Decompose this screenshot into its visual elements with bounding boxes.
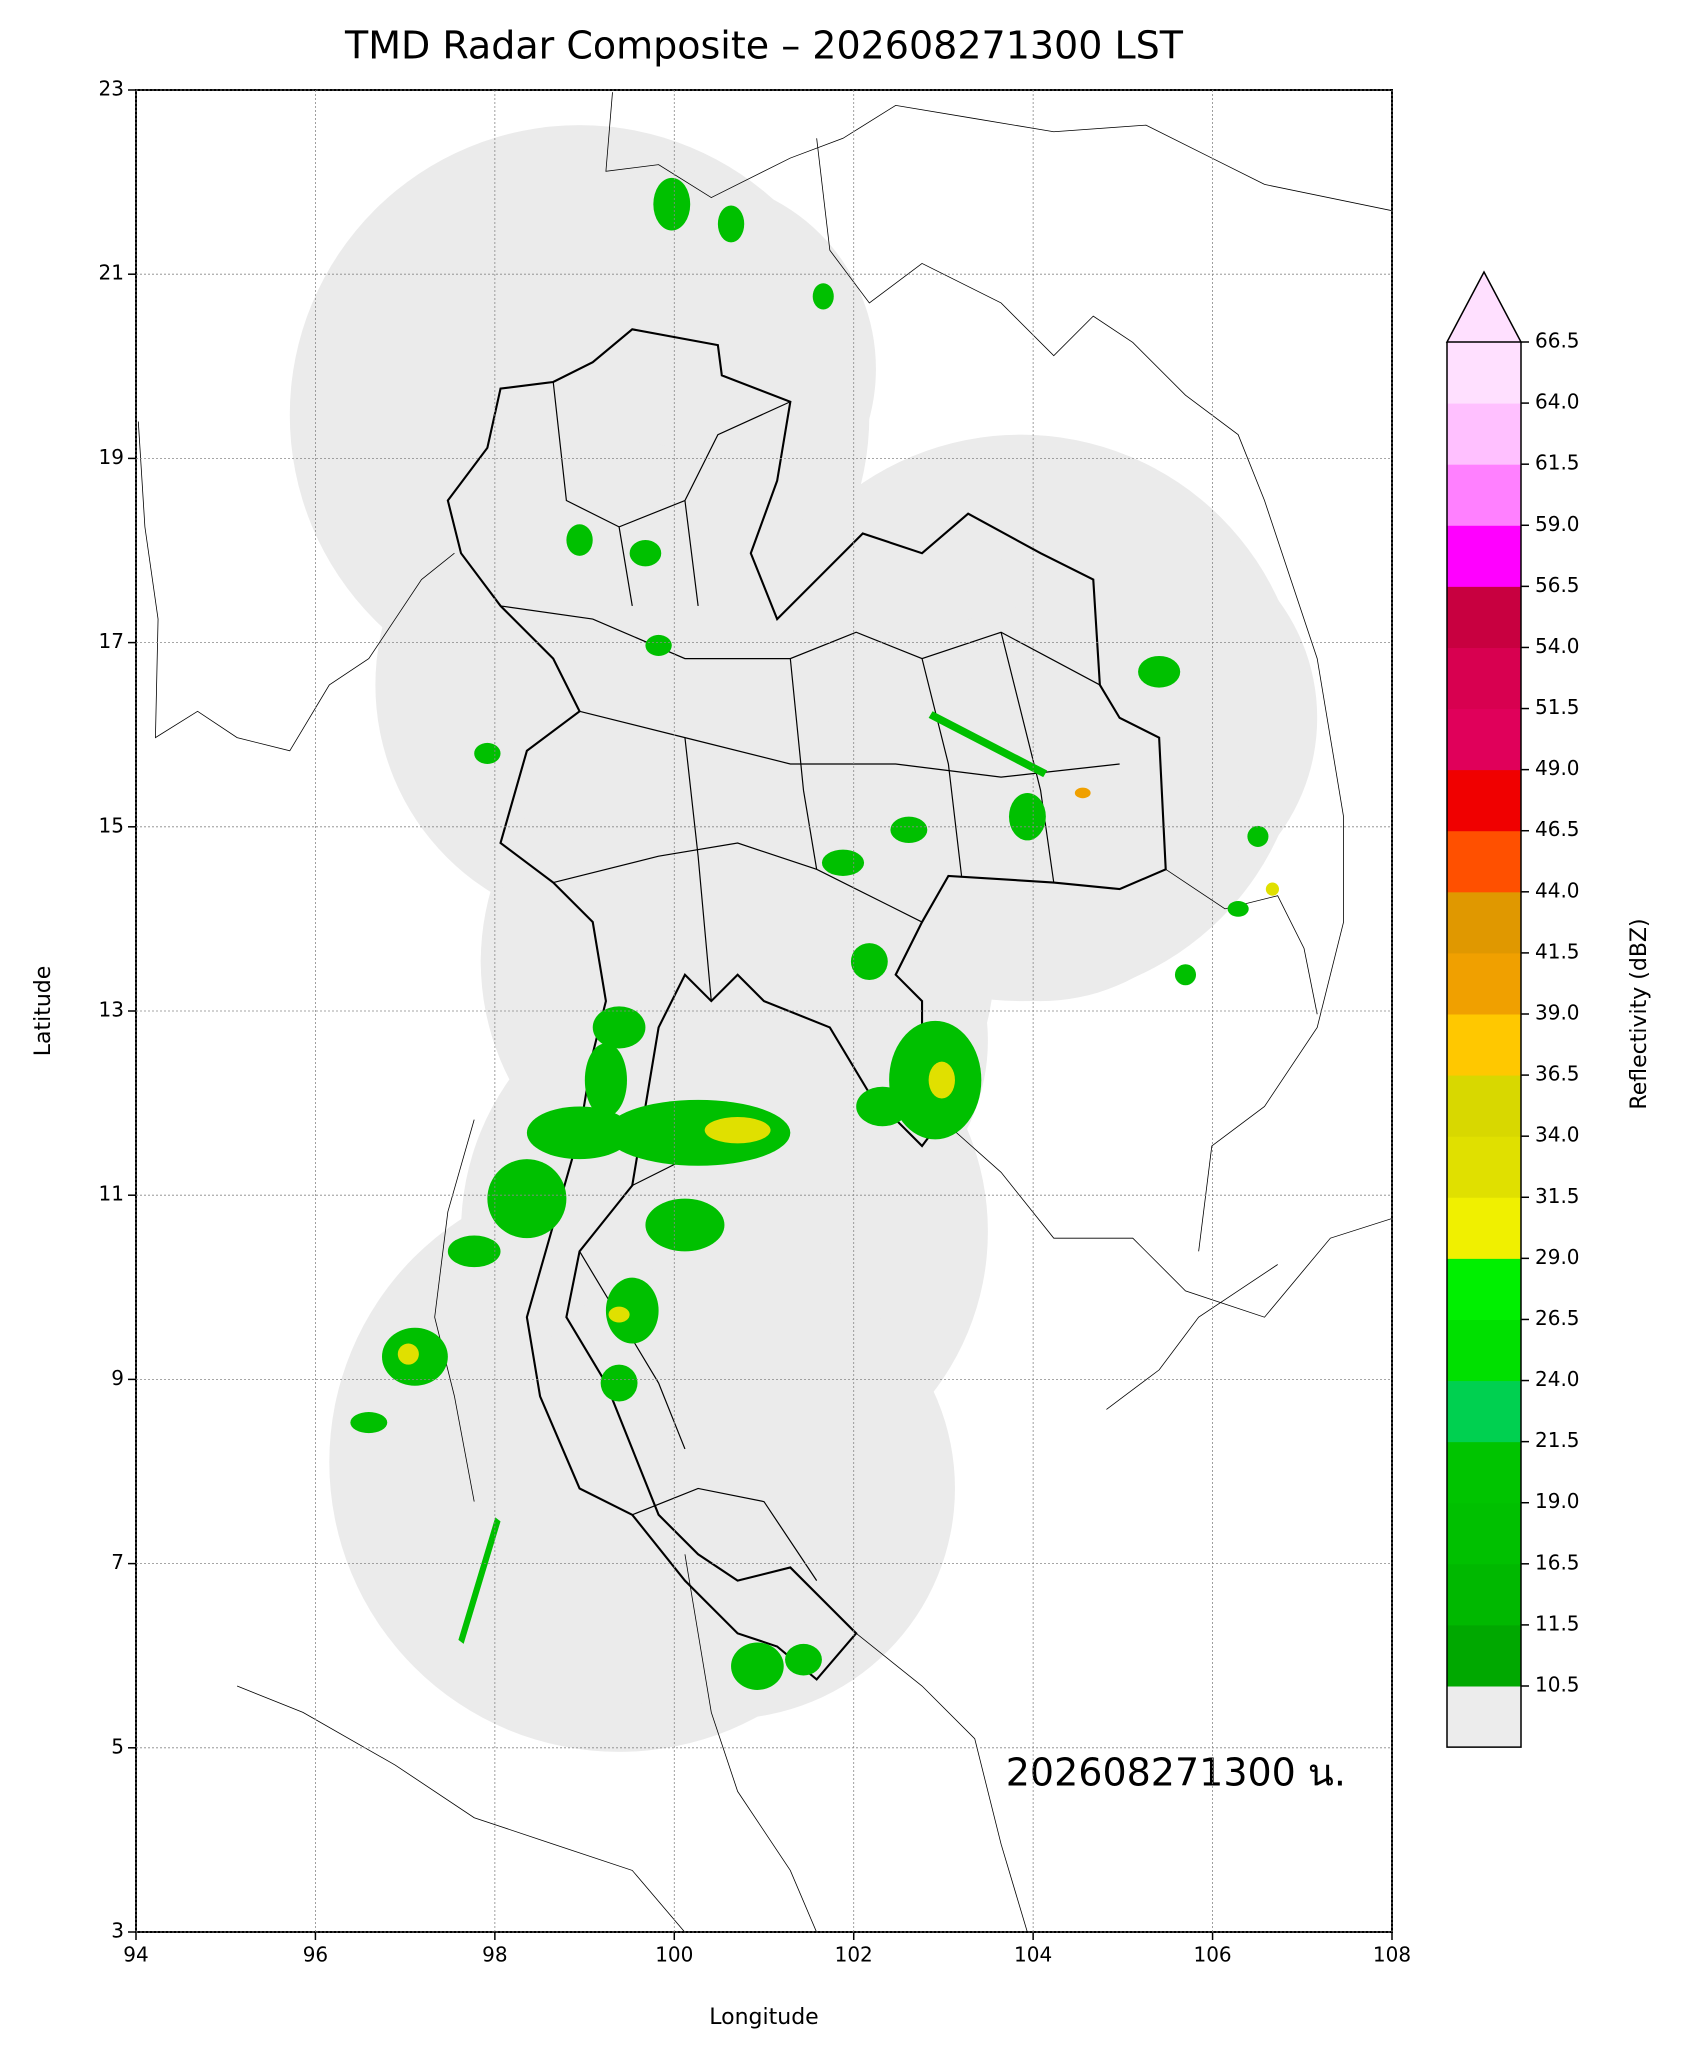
colorbar-tick-label: 29.0 [1535, 1245, 1580, 1269]
timestamp-annotation: 202608271300 น. [1006, 1751, 1346, 1795]
radar-echoes [350, 177, 1280, 1690]
colorbar-tick-label: 59.0 [1535, 512, 1580, 536]
neighbor-coastlines [137, 92, 1392, 1932]
map-layer [137, 92, 1392, 1932]
colorbar-tick-label: 36.5 [1535, 1062, 1580, 1086]
colorbar-band [1447, 403, 1521, 465]
colorbar-tick-label: 46.5 [1535, 817, 1580, 841]
colorbar-under [1447, 1686, 1521, 1748]
colorbar-tick-label: 54.0 [1535, 634, 1580, 658]
y-tick-label: 3 [111, 1919, 124, 1943]
colorbar-band [1447, 952, 1521, 1015]
colorbar-tick-label: 10.5 [1535, 1673, 1580, 1697]
y-tick-label: 17 [99, 629, 124, 653]
map-geometry [137, 92, 1392, 1932]
y-tick-label: 9 [111, 1366, 124, 1390]
colorbar-band [1447, 1258, 1521, 1320]
colorbar-tick-label: 41.5 [1535, 939, 1580, 963]
colorbar-tick-label: 44.0 [1535, 878, 1580, 902]
thailand-border [446, 328, 1167, 1681]
colorbar-band [1447, 464, 1521, 526]
colorbar-band [1447, 1014, 1521, 1076]
colorbar-band [1447, 1563, 1521, 1626]
colorbar-band [1447, 1380, 1521, 1443]
colorbar-band [1447, 647, 1521, 710]
colorbar-tick-label: 64.0 [1535, 390, 1580, 414]
colorbar-band [1447, 830, 1521, 893]
colorbar-tick-label: 16.5 [1535, 1550, 1580, 1574]
colorbar-band [1447, 1624, 1521, 1687]
colorbar-band [1447, 342, 1521, 404]
colorbar-tick-label: 11.5 [1535, 1611, 1580, 1635]
colorbar-tick-label: 51.5 [1535, 695, 1580, 719]
y-tick-label: 19 [99, 445, 124, 469]
x-tick-label: 102 [835, 1943, 873, 1967]
province-borders [500, 381, 1120, 1581]
y-tick-label: 23 [99, 77, 124, 101]
colorbar-band [1447, 891, 1521, 954]
colorbar-frame [1446, 342, 1522, 1748]
y-tick-label: 13 [99, 998, 124, 1022]
colorbar-tick-label: 19.0 [1535, 1489, 1580, 1513]
colorbar-band [1447, 1502, 1521, 1565]
x-tick-label: 106 [1193, 1943, 1231, 1967]
colorbar-tick-label: 31.5 [1535, 1184, 1580, 1208]
chart-title: TMD Radar Composite – 202608271300 LST [344, 24, 1184, 68]
x-tick-label: 98 [482, 1943, 507, 1967]
colorbar-band [1447, 1319, 1521, 1382]
colorbar-label: Reflectivity (dBZ) [1627, 918, 1652, 1109]
colorbar-band [1447, 586, 1521, 648]
colorbar-tick-label: 34.0 [1535, 1123, 1580, 1147]
colorbar-tick-label: 66.5 [1535, 329, 1580, 353]
y-tick-label: 7 [111, 1550, 124, 1574]
colorbar-band [1447, 525, 1521, 587]
colorbar-tick-label: 61.5 [1535, 451, 1580, 475]
colorbar-band [1447, 708, 1521, 771]
colorbar-tick-label: 49.0 [1535, 756, 1580, 780]
y-axis-label: Latitude [31, 966, 56, 1057]
y-tick-label: 11 [99, 1182, 124, 1206]
colorbar-tick-label: 56.5 [1535, 573, 1580, 597]
colorbar-extend [1445, 270, 1523, 343]
colorbar-band [1447, 1075, 1521, 1137]
x-tick-label: 94 [123, 1943, 148, 1967]
colorbar-band [1447, 1136, 1521, 1198]
x-axis-label: Longitude [709, 2005, 818, 2030]
colorbar-band [1447, 1441, 1521, 1504]
colorbar-band [1447, 1197, 1521, 1259]
x-tick-label: 108 [1373, 1943, 1411, 1967]
colorbar-tick-label: 21.5 [1535, 1428, 1580, 1452]
colorbar-tick-label: 26.5 [1535, 1306, 1580, 1330]
radar-coverage [289, 125, 1318, 1752]
x-tick-label: 96 [303, 1943, 328, 1967]
x-tick-label: 104 [1014, 1943, 1052, 1967]
y-tick-label: 15 [99, 813, 124, 837]
y-tick-label: 5 [111, 1734, 124, 1758]
y-tick-label: 21 [99, 261, 124, 285]
colorbar-tick-label: 24.0 [1535, 1367, 1580, 1391]
x-tick-label: 100 [655, 1943, 693, 1967]
colorbar-tick-label: 39.0 [1535, 1001, 1580, 1025]
colorbar-band [1447, 769, 1521, 832]
